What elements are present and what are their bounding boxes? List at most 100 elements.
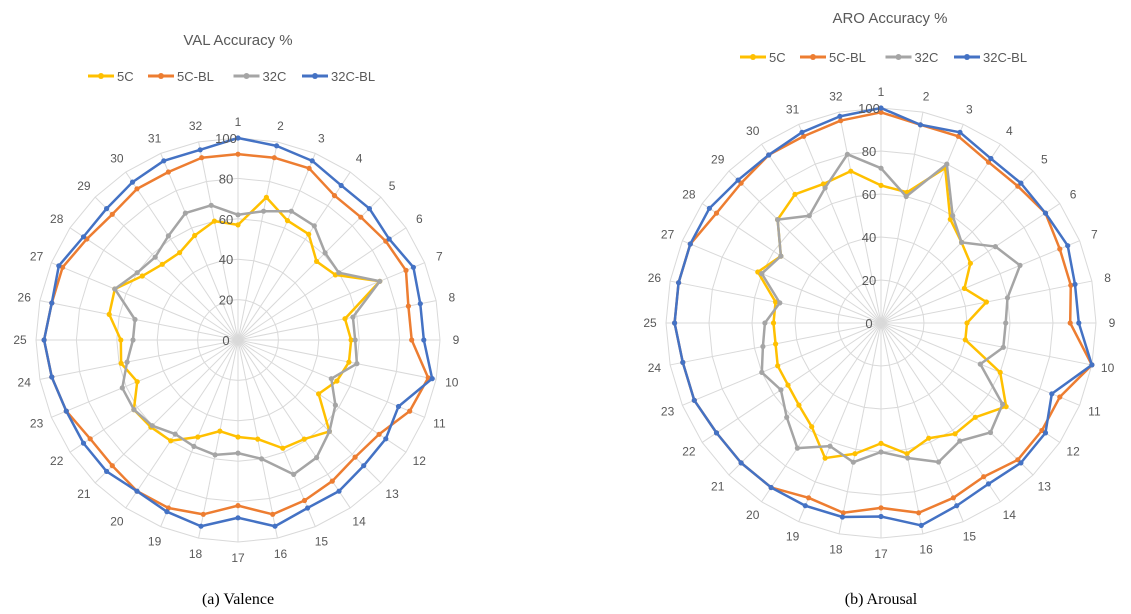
data-point (301, 497, 308, 504)
category-label: 11 (1088, 404, 1101, 418)
data-point (421, 337, 427, 343)
data-point (926, 435, 932, 441)
data-point (827, 443, 833, 449)
data-point (235, 434, 241, 440)
data-point (773, 341, 779, 347)
data-point (706, 205, 713, 211)
legend-marker (312, 73, 318, 79)
data-point (200, 511, 206, 517)
data-point (773, 299, 779, 305)
data-point (49, 300, 55, 306)
data-point (134, 379, 140, 385)
data-point (235, 450, 241, 456)
data-point (305, 505, 311, 511)
legend-label: 5C (117, 69, 134, 84)
data-point (235, 222, 241, 228)
grid-spoke (682, 240, 882, 324)
data-point (131, 407, 137, 413)
tick-label: 100 (858, 101, 880, 116)
grid-spoke (69, 227, 239, 341)
category-label: 16 (274, 547, 288, 561)
category-label: 19 (148, 534, 162, 548)
data-point (964, 320, 970, 326)
data-point (778, 253, 784, 259)
data-point (361, 463, 367, 469)
data-point (962, 337, 968, 343)
figure-caption: (a) Valence (202, 591, 274, 608)
data-point (794, 445, 801, 451)
grid-spoke (51, 339, 239, 418)
data-point (168, 438, 174, 444)
grid-spoke (880, 322, 1034, 476)
data-point (410, 264, 416, 270)
data-point (961, 285, 968, 291)
data-point (417, 301, 423, 307)
valence-radar-chart: VAL Accuracy % 5C 5C-BL 32C 32C-BL 1 2345678… (13, 32, 459, 608)
data-point (109, 463, 115, 469)
legend-marker (243, 73, 250, 79)
data-point (407, 408, 413, 414)
data-point (212, 452, 218, 458)
grid-spoke (761, 143, 882, 324)
data-point (429, 376, 435, 382)
grid-spoke (880, 322, 924, 534)
legend-entry: 32C (885, 50, 939, 65)
tick-label: 80 (862, 144, 876, 159)
data-point (259, 456, 265, 462)
grid-spoke (125, 339, 239, 509)
data-point (261, 208, 267, 214)
data-point (263, 194, 269, 200)
data-point (936, 459, 942, 465)
data-point (904, 451, 910, 457)
data-point (164, 509, 170, 515)
data-point (195, 434, 201, 440)
grid-spoke (682, 322, 882, 406)
data-point (837, 113, 843, 119)
data-point (983, 299, 990, 305)
data-point (1065, 243, 1071, 249)
data-point (848, 168, 854, 174)
category-label: 6 (416, 212, 423, 226)
grid-spoke (237, 153, 316, 341)
data-point (905, 455, 911, 461)
data-point (1018, 460, 1024, 466)
spoke-labels: 1 234567891011121314151617181920212223242… (643, 85, 1115, 561)
data-point (1042, 210, 1049, 216)
data-point (977, 361, 983, 367)
category-label: 28 (682, 188, 696, 202)
grid-spoke (798, 124, 882, 324)
data-point (118, 360, 124, 366)
category-label: 23 (661, 404, 675, 418)
legend: 5C 5C-BL 32C 32C-BL (740, 50, 1027, 65)
grid-spoke (198, 339, 239, 539)
category-label: 13 (385, 487, 399, 501)
data-point (405, 303, 411, 309)
grid-spoke (880, 124, 964, 324)
legend-label: 32C (915, 50, 939, 65)
data-point (271, 155, 277, 161)
category-label: 10 (445, 376, 459, 390)
data-point (311, 223, 317, 229)
legend-marker (810, 54, 816, 60)
series-line (756, 166, 1008, 460)
category-label: 1 (878, 85, 885, 99)
category-label: 4 (1006, 124, 1013, 138)
category-label: 13 (1038, 479, 1052, 493)
data-point (1049, 391, 1055, 397)
data-point (130, 337, 136, 343)
data-point (850, 459, 856, 465)
data-point (149, 423, 155, 429)
data-point (354, 361, 360, 367)
data-point (235, 151, 241, 157)
data-point (1067, 320, 1073, 326)
data-point (1018, 180, 1024, 186)
data-point (1000, 401, 1006, 407)
data-point (680, 359, 686, 365)
category-label: 22 (682, 444, 696, 458)
data-point (992, 244, 999, 250)
data-point (316, 391, 322, 397)
data-point (676, 280, 682, 286)
category-label: 20 (110, 514, 124, 528)
data-point (306, 165, 312, 171)
